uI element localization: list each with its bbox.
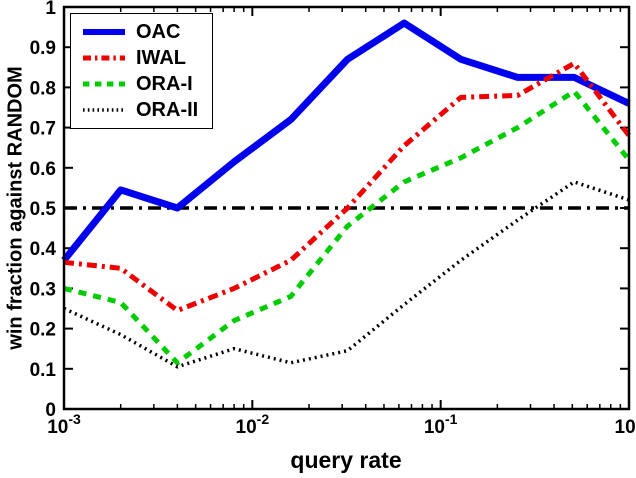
svg-text:1: 1 (45, 0, 56, 19)
legend-label-ora-ii: ORA-II (136, 99, 199, 121)
svg-text:100: 100 (615, 411, 636, 438)
legend-entry-ora-ii: ORA-II (81, 99, 198, 121)
legend-line-sample-iwal (83, 55, 125, 61)
svg-text:0: 0 (45, 400, 56, 421)
svg-text:0.5: 0.5 (30, 199, 57, 220)
y-axis-label: win fraction against RANDOM (4, 66, 27, 350)
legend-line-sample-ora-ii (83, 108, 125, 112)
x-axis-label: query rate (290, 447, 402, 473)
svg-text:0.7: 0.7 (30, 119, 56, 140)
svg-text:10-3: 10-3 (47, 411, 81, 438)
legend-line-sample-oac (83, 29, 125, 35)
svg-text:0.9: 0.9 (30, 38, 56, 59)
svg-text:10-1: 10-1 (424, 411, 458, 438)
svg-text:10-2: 10-2 (236, 411, 270, 438)
legend-entry-iwal: IWAL (81, 47, 198, 69)
svg-text:0.6: 0.6 (30, 159, 56, 180)
legend-line-sample-ora-i (83, 81, 125, 87)
legend-label-ora-i: ORA-I (136, 73, 193, 95)
legend-entry-oac: OAC (81, 21, 198, 43)
legend-label-oac: OAC (136, 21, 181, 43)
svg-text:0.4: 0.4 (30, 239, 57, 260)
legend-label-iwal: IWAL (136, 47, 186, 69)
svg-text:0.2: 0.2 (30, 320, 56, 341)
svg-text:0.3: 0.3 (30, 279, 56, 300)
legend-entry-ora-i: ORA-I (81, 73, 198, 95)
svg-text:0.8: 0.8 (30, 78, 56, 99)
svg-text:0.1: 0.1 (30, 360, 57, 381)
legend: OAC IWAL ORA-I ORA-II (70, 13, 214, 129)
